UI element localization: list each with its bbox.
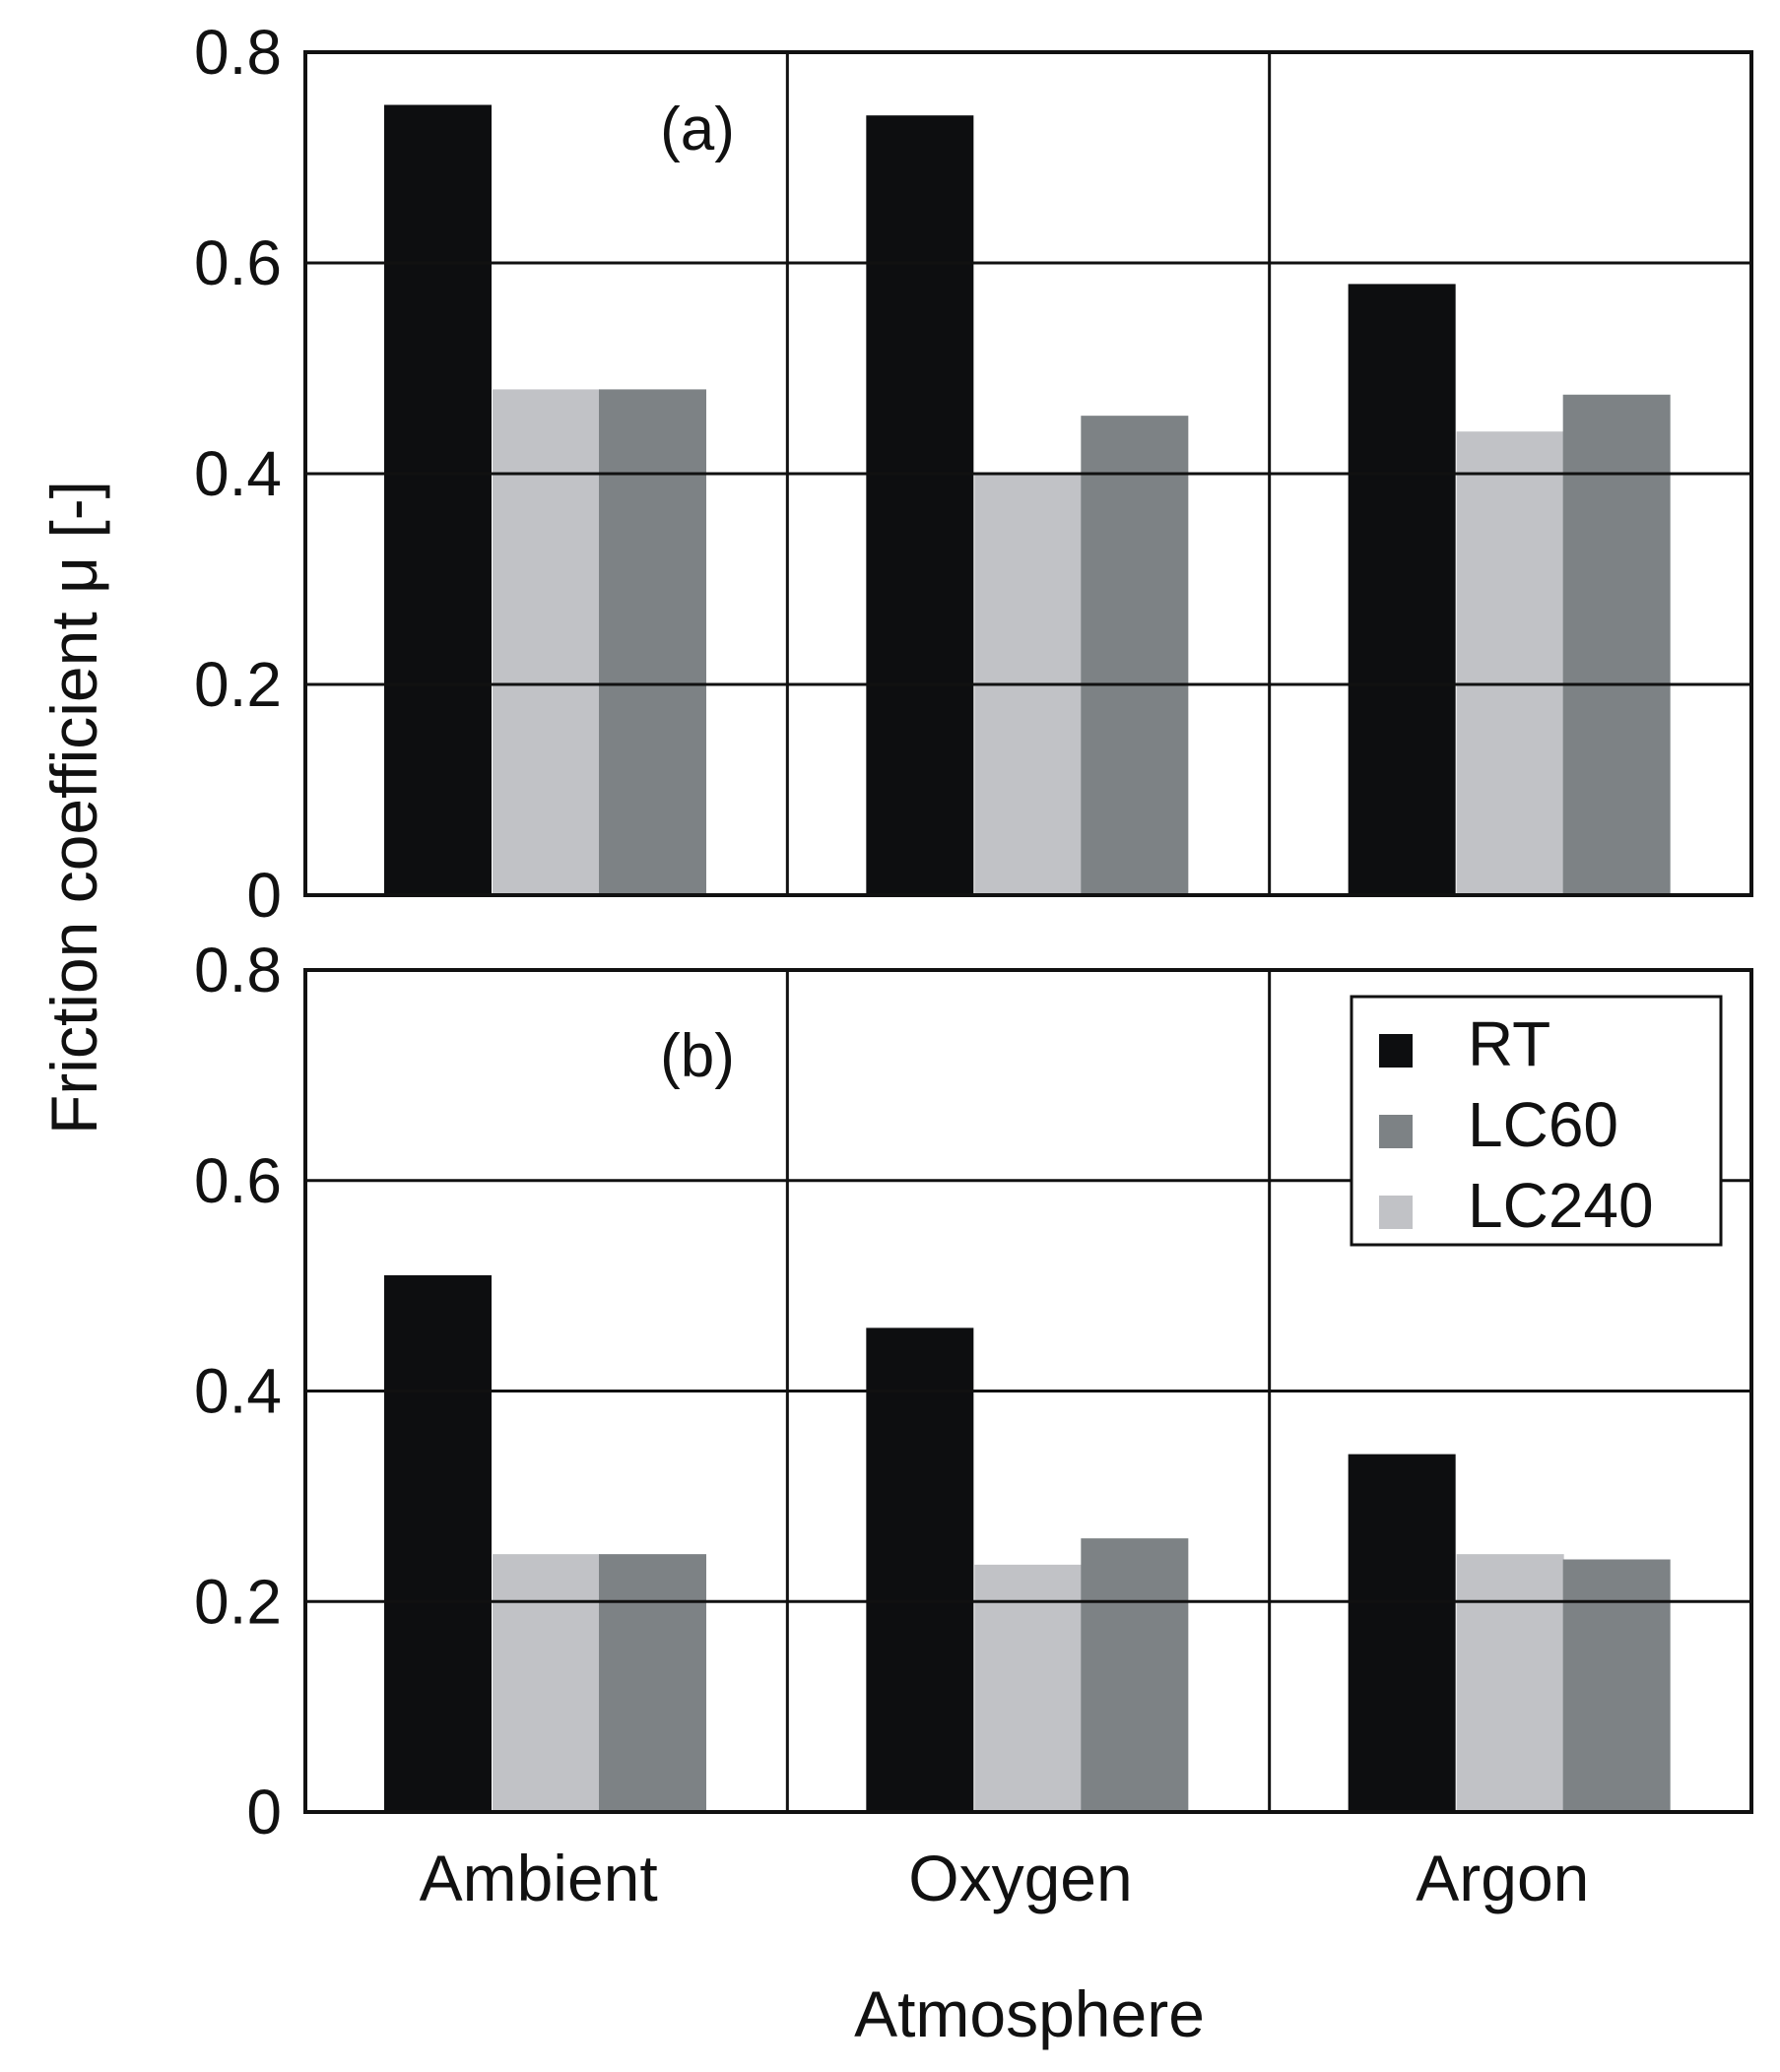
bar-b-oxygen-lc240 (974, 1564, 1083, 1812)
bar-a-ambient-lc60 (599, 389, 706, 895)
bar-b-argon-lc60 (1562, 1559, 1671, 1812)
legend-swatch-rt (1379, 1034, 1413, 1068)
y-tick-b-0.8: 0.8 (194, 935, 282, 1005)
x-tick-argon: Argon (1416, 1842, 1589, 1914)
y-tick-b-0.4: 0.4 (194, 1356, 282, 1427)
y-tick-a-0.2: 0.2 (194, 649, 282, 720)
plot-frame-a (303, 50, 1753, 897)
bar-a-oxygen-lc60 (1081, 416, 1189, 895)
legend-swatch-lc60 (1379, 1115, 1413, 1148)
x-tick-oxygen: Oxygen (908, 1842, 1132, 1914)
legend-label-rt: RT (1468, 1008, 1550, 1079)
x-tick-labels: Ambient Oxygen Argon (420, 1842, 1590, 1914)
panel-a: 0 0.2 0.4 0.6 0.8 (a) (194, 17, 1753, 931)
legend-label-lc240: LC240 (1468, 1170, 1654, 1241)
legend-label-lc60: LC60 (1468, 1089, 1618, 1160)
y-axis-label: Friction coefficient μ [-] (37, 481, 110, 1134)
bar-b-ambient-rt (384, 1274, 492, 1812)
y-tick-a-0.8: 0.8 (194, 17, 282, 88)
bar-a-argon-lc60 (1562, 394, 1671, 895)
panel-b: 0 0.2 0.4 0.6 0.8 (b) (194, 935, 1753, 1847)
bar-b-ambient-lc60 (599, 1554, 706, 1812)
y-tick-b-0: 0 (246, 1777, 282, 1847)
bar-a-oxygen-rt (866, 115, 974, 895)
bar-b-oxygen-rt (866, 1327, 974, 1812)
y-tick-a-0.6: 0.6 (194, 227, 282, 298)
bar-b-oxygen-lc60 (1081, 1538, 1189, 1812)
plot-frame-b (303, 968, 1753, 1814)
bar-a-argon-lc240 (1456, 431, 1564, 895)
y-tick-a-0: 0 (246, 860, 282, 931)
x-axis-label: Atmosphere (854, 1977, 1205, 2050)
y-tick-a-0.4: 0.4 (194, 438, 282, 509)
panel-label-a: (a) (660, 96, 735, 163)
bar-b-argon-rt (1348, 1454, 1456, 1812)
bar-a-argon-rt (1348, 284, 1456, 895)
legend-box (1350, 995, 1723, 1247)
bar-b-ambient-lc240 (493, 1554, 600, 1812)
y-tick-b-0.6: 0.6 (194, 1145, 282, 1216)
bar-a-ambient-lc240 (493, 389, 600, 895)
bar-a-ambient-rt (384, 104, 492, 895)
legend-swatch-lc240 (1379, 1196, 1413, 1229)
bar-b-argon-lc240 (1456, 1554, 1564, 1812)
x-tick-ambient: Ambient (420, 1842, 658, 1914)
legend: RT LC60 LC240 (1350, 995, 1723, 1247)
panel-label-b: (b) (660, 1022, 735, 1090)
y-tick-b-0.2: 0.2 (194, 1566, 282, 1637)
